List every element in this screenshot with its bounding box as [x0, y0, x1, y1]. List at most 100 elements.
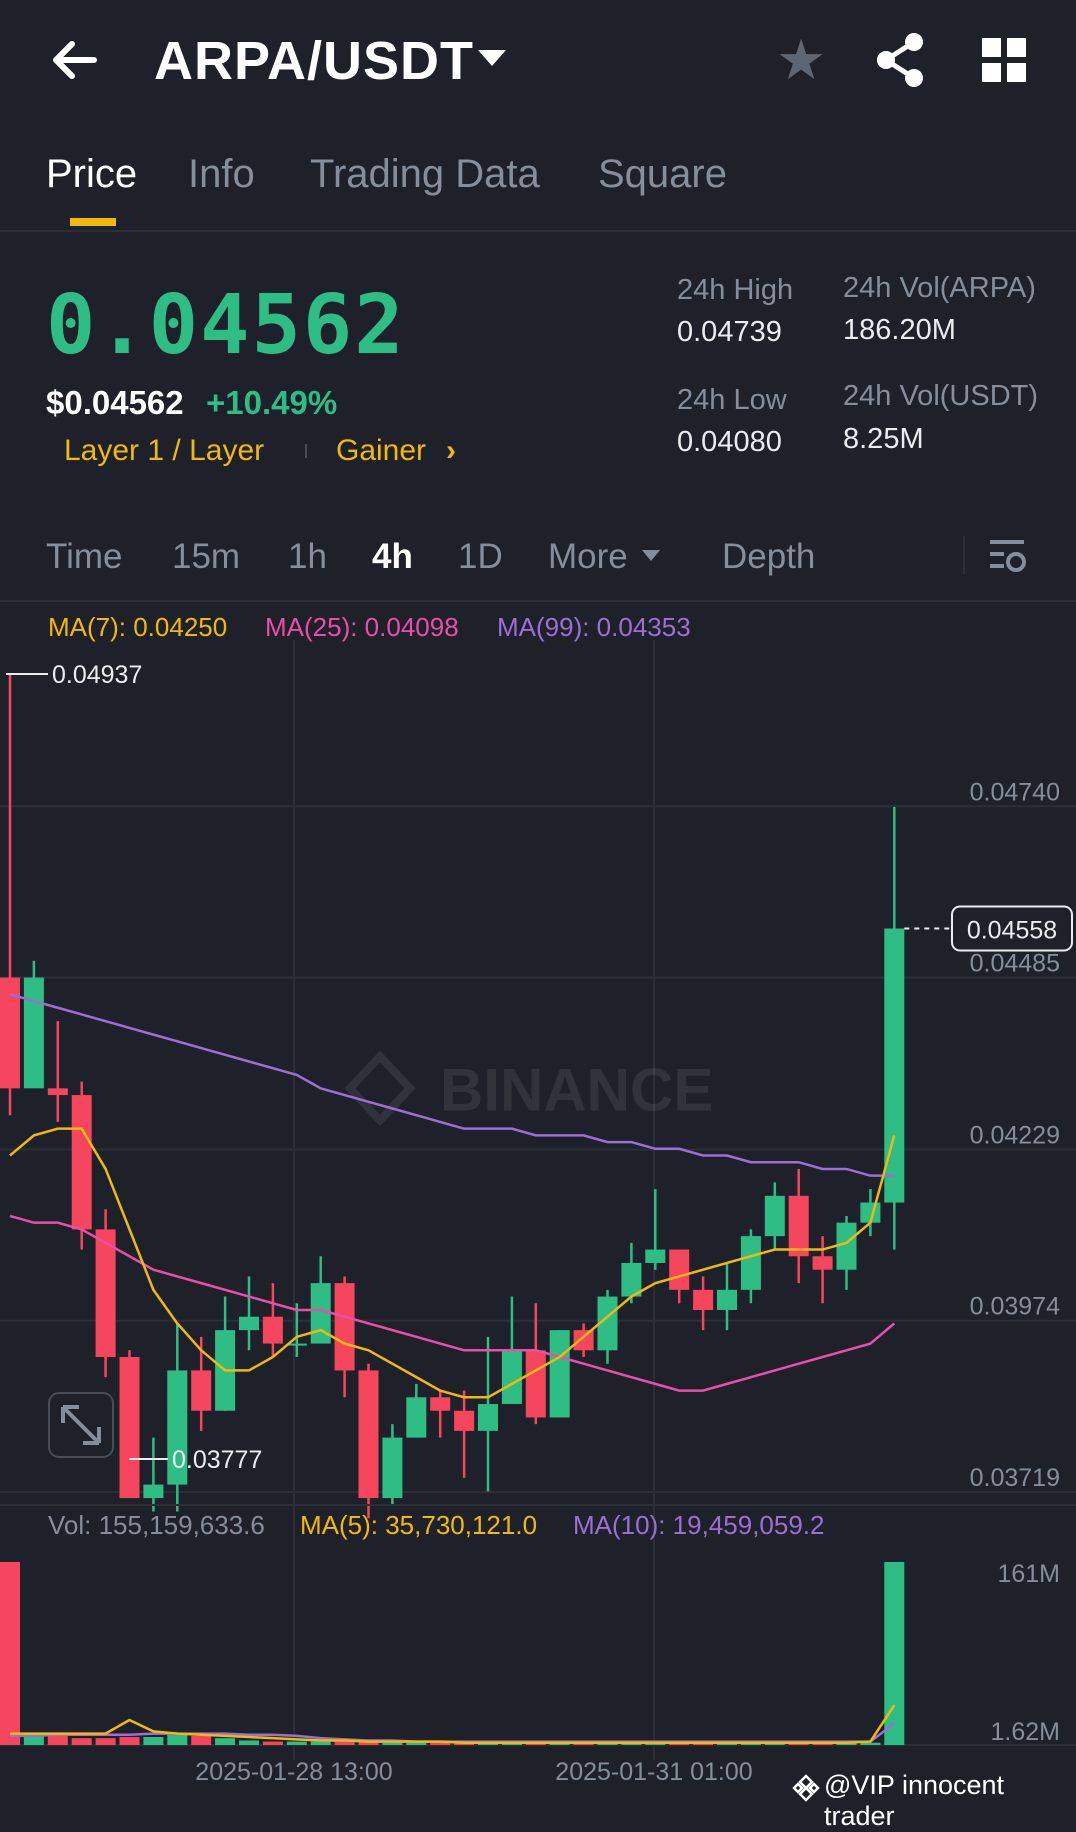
candle-body	[884, 928, 905, 1203]
last-price: 0.04562	[46, 278, 406, 373]
last-price-tag	[951, 905, 1073, 952]
fullscreen-button[interactable]	[48, 1392, 114, 1458]
candle-body	[23, 977, 44, 1089]
volume-legend: Vol: 155,159,633.6	[48, 1510, 265, 1540]
volume-bar	[860, 1742, 881, 1745]
candle-body	[621, 1262, 642, 1297]
tab-info[interactable]: Info	[188, 152, 255, 196]
back-arrow-icon[interactable]	[44, 30, 104, 90]
candle-body	[525, 1350, 546, 1418]
vol-ma10-legend: MA(10): 19,459,059.2	[573, 1510, 825, 1540]
high-marker-label: 0.04937	[52, 661, 142, 689]
depth-tab[interactable]: Depth	[722, 537, 816, 576]
ma25-line	[9, 1214, 896, 1392]
candle-body	[167, 1370, 188, 1485]
tab-trading-data[interactable]: Trading Data	[310, 152, 540, 196]
candle-body	[334, 1283, 355, 1371]
candle-body	[740, 1236, 761, 1290]
last-price-tag-label: 0.04558	[967, 917, 1057, 945]
volume-bar	[0, 1562, 20, 1745]
grid-menu-icon[interactable]	[982, 38, 1026, 82]
volume-bar	[334, 1741, 355, 1745]
binance-logo-icon	[792, 1774, 820, 1802]
volume-bar	[310, 1741, 331, 1745]
pair-dropdown-icon[interactable]	[478, 50, 506, 66]
tag-divider	[305, 444, 307, 458]
volume-axis-tick: 161M	[997, 1560, 1060, 1588]
user-watermark: @VIP innocent trader	[824, 1770, 1005, 1831]
tab-price[interactable]: Price	[46, 152, 138, 196]
candle-body	[812, 1256, 833, 1270]
section-tabs: Price Info Trading Data Square	[0, 140, 1076, 232]
volume-axis-tick: 1.62M	[991, 1718, 1060, 1746]
volume-bar	[239, 1740, 259, 1745]
candle-body	[286, 1343, 307, 1346]
candle-body	[788, 1195, 809, 1257]
volume-bar	[191, 1735, 212, 1745]
volume-bar	[286, 1741, 307, 1745]
candle-body	[310, 1283, 331, 1344]
low-marker-label: 0.03777	[172, 1446, 262, 1474]
candle-body	[406, 1397, 427, 1438]
candle-body	[119, 1357, 140, 1499]
share-icon[interactable]	[872, 30, 928, 90]
candle-body	[764, 1195, 785, 1237]
chevron-right-icon[interactable]: ›	[446, 434, 456, 467]
candle-body	[478, 1404, 498, 1431]
stat-24h-vol-base-label: 24h Vol(ARPA)	[843, 272, 1036, 304]
vol-ma5-line	[10, 1704, 896, 1744]
volume-bar	[47, 1735, 68, 1745]
price-change-percent: +10.49%	[206, 384, 338, 421]
candle-body	[47, 1088, 68, 1096]
volume-bar	[382, 1742, 403, 1745]
binance-watermark-logo: BINANCE	[344, 1050, 713, 1127]
volume-bar	[358, 1741, 379, 1745]
trading-pair-title[interactable]: ARPA/USDT	[154, 31, 475, 91]
ma99-legend: MA(99): 0.04353	[497, 612, 691, 642]
favorite-star-icon[interactable]: ★	[776, 28, 827, 91]
divider	[0, 600, 1076, 602]
ma99-line	[9, 993, 895, 1177]
candle-body	[549, 1330, 570, 1418]
candle-body	[573, 1330, 594, 1351]
ma7-line	[9, 1127, 896, 1399]
category-tag-layer1[interactable]: Layer 1 / Layer	[64, 434, 265, 467]
ma7-legend: MA(7): 0.04250	[48, 612, 228, 642]
stat-24h-vol-base: 186.20M	[843, 314, 956, 346]
candle-body	[262, 1316, 283, 1344]
candle-body	[239, 1316, 259, 1331]
candle-body	[143, 1484, 164, 1499]
category-tag-gainer[interactable]: Gainer	[336, 434, 427, 467]
timeframe-15m[interactable]: 15m	[172, 537, 241, 576]
active-tab-indicator	[70, 218, 116, 226]
candle-body	[501, 1350, 522, 1405]
price-axis-tick: 0.04229	[970, 1121, 1060, 1149]
stat-24h-high: 0.04739	[677, 316, 782, 348]
app-header: ARPA/USDT ★	[0, 0, 1076, 125]
timeframe-time[interactable]: Time	[46, 537, 123, 576]
candlestick-chart[interactable]: 0.049950.047400.044850.042290.039740.037…	[0, 640, 1076, 1813]
volume-bar	[406, 1742, 427, 1745]
expand-icon	[61, 1405, 101, 1445]
volume-bar	[884, 1562, 905, 1745]
candle-body	[597, 1296, 618, 1351]
candle-body	[382, 1437, 403, 1499]
vol-ma5-legend: MA(5): 35,730,121.0	[300, 1510, 538, 1540]
chart-settings-icon[interactable]	[988, 536, 1028, 576]
timeframe-1h[interactable]: 1h	[288, 537, 327, 576]
stat-24h-high-label: 24h High	[677, 274, 794, 306]
tab-square[interactable]: Square	[598, 152, 727, 196]
volume-bar	[167, 1734, 188, 1745]
volume-bar	[430, 1742, 451, 1745]
volume-bar	[143, 1737, 164, 1745]
timeframe-4h[interactable]: 4h	[372, 537, 413, 576]
candle-body	[358, 1370, 379, 1499]
candle-body	[430, 1397, 451, 1411]
volume-bar	[215, 1738, 236, 1745]
timeframe-more[interactable]: More	[548, 537, 628, 576]
stat-24h-vol-quote: 8.25M	[843, 423, 924, 455]
time-axis-label: 2025-01-28 13:00	[195, 1758, 392, 1786]
volume-bar	[23, 1733, 44, 1745]
more-dropdown-icon[interactable]	[642, 550, 660, 561]
timeframe-1d[interactable]: 1D	[458, 537, 503, 576]
